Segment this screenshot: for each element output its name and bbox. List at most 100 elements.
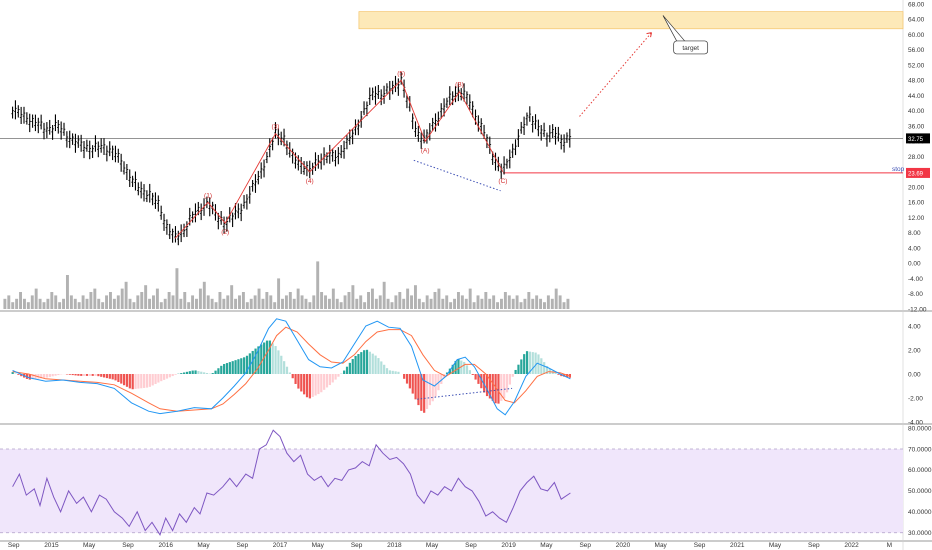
macd-axis-tick: 0.00 <box>908 371 921 378</box>
macd-histogram-bar <box>471 374 474 375</box>
time-axis-label: 2016 <box>159 542 174 549</box>
macd-histogram-bar <box>97 374 100 377</box>
volume-bar <box>355 298 359 309</box>
volume-bar <box>546 295 550 309</box>
volume-bar <box>42 302 46 309</box>
macd-histogram-bar <box>497 374 500 404</box>
volume-bar <box>535 295 539 309</box>
volume-bar <box>550 298 554 309</box>
price-axis-tick: -4.00 <box>908 276 923 283</box>
volume-bar <box>562 302 566 309</box>
volume-bar <box>202 281 206 309</box>
macd-histogram-bar <box>420 374 423 411</box>
volume-bar <box>288 292 292 309</box>
macd-histogram-bar <box>517 364 520 374</box>
macd-histogram-bar <box>485 374 489 397</box>
volume-bar <box>496 302 500 309</box>
volume-bar <box>347 292 351 309</box>
volume-bar <box>433 292 437 309</box>
macd-histogram-bar <box>354 355 357 374</box>
macd-histogram-bar <box>254 348 257 374</box>
volume-bar <box>425 295 429 309</box>
macd-histogram-bar <box>368 351 371 374</box>
projection-arrowhead <box>646 32 653 38</box>
rsi-axis-tick: 70.0000 <box>908 446 932 453</box>
time-axis[interactable]: Sep 2015 May Sep 2016 May Sep 2017 May Sep 2018 May… <box>8 542 892 549</box>
volume-bar <box>351 285 355 309</box>
macd-histogram-bar <box>243 357 246 374</box>
volume-bar <box>198 288 202 309</box>
macd-histogram-bar <box>494 374 497 404</box>
macd-histogram-bar <box>448 368 451 374</box>
target-callout-box <box>673 40 709 55</box>
macd-histogram-bar <box>205 372 209 374</box>
macd-histogram-bar <box>503 374 506 399</box>
macd-histogram-bar <box>414 374 417 400</box>
volume-bar <box>284 295 288 309</box>
macd-histogram-bar <box>528 351 531 374</box>
time-axis-label: Sep <box>8 542 20 549</box>
macd-histogram-bar <box>557 374 560 375</box>
macd-histogram-bar <box>34 374 37 379</box>
price-axis-tick: 12.00 <box>908 215 925 222</box>
price-axis-tick: 68.00 <box>908 1 925 8</box>
macd-histogram-bar <box>265 340 269 374</box>
macd-histogram-bar <box>477 374 480 384</box>
macd-histogram-bar <box>120 374 123 384</box>
wave-label: (1) <box>204 192 212 199</box>
macd-histogram-bar <box>554 372 557 374</box>
volume-bar <box>343 295 347 309</box>
volume-bar <box>558 295 562 309</box>
macd-histogram-bar <box>68 374 71 375</box>
time-axis-label: May <box>83 542 96 549</box>
volume-bar <box>81 295 85 309</box>
volume-bar <box>93 288 97 309</box>
target-zone <box>358 11 904 30</box>
volume-bar <box>58 302 62 309</box>
macd-histogram-bar <box>111 374 114 380</box>
macd-histogram-bar <box>405 374 409 384</box>
macd-histogram-bar <box>525 351 529 374</box>
macd-histogram-bar <box>117 374 120 382</box>
wave-label: (B) <box>455 82 464 89</box>
macd-histogram-bar <box>505 374 509 393</box>
macd-histogram-bar <box>277 350 280 374</box>
price-panel[interactable]: 68.00 64.00 60.00 56.00 52.00 48.00 44.00 40.00… <box>0 1 930 313</box>
macd-histogram-bar <box>440 374 443 384</box>
time-axis-label: 2017 <box>273 542 288 549</box>
volume-bar <box>480 298 484 309</box>
macd-histogram-bar <box>43 374 46 379</box>
price-axis-tick: 64.00 <box>908 17 925 24</box>
volume-bar <box>171 295 175 309</box>
macd-histogram-bar <box>231 361 234 374</box>
volume-bar <box>175 268 179 309</box>
macd-histogram-bar <box>228 362 231 374</box>
macd-histogram-bar <box>220 365 223 374</box>
volume-bar <box>124 281 128 309</box>
macd-histogram-bar <box>337 374 340 377</box>
macd-histogram-bar <box>511 374 514 377</box>
macd-histogram-bar <box>83 374 86 376</box>
macd-histogram-bar <box>531 352 534 374</box>
rsi-panel[interactable]: 80.0000 70.0000 60.0000 50.0000 40.0000 30.00… <box>0 425 932 537</box>
macd-histogram-bar <box>428 374 431 406</box>
volume-bar <box>62 298 66 309</box>
macd-histogram-bar <box>303 374 306 395</box>
macd-histogram-bar <box>194 370 197 374</box>
macd-histogram-bar <box>500 374 503 401</box>
macd-histogram-bar <box>180 373 183 374</box>
time-axis-label: May <box>540 542 553 549</box>
volume-bar <box>144 285 148 309</box>
volume-bar <box>105 295 109 309</box>
macd-histogram-bar <box>394 371 397 374</box>
macd-histogram-bar <box>45 374 49 378</box>
macd-histogram-bar <box>360 352 363 374</box>
macd-histogram-bar <box>240 358 243 374</box>
macd-histogram-bar <box>540 358 543 374</box>
wave-label: (2) <box>221 229 229 236</box>
macd-histogram-bar <box>271 343 274 374</box>
macd-panel[interactable]: 4.00 2.00 0.00 -2.00 -4.00 <box>11 318 924 427</box>
volume-bar <box>11 302 15 309</box>
time-axis-label: Sep <box>237 542 249 549</box>
